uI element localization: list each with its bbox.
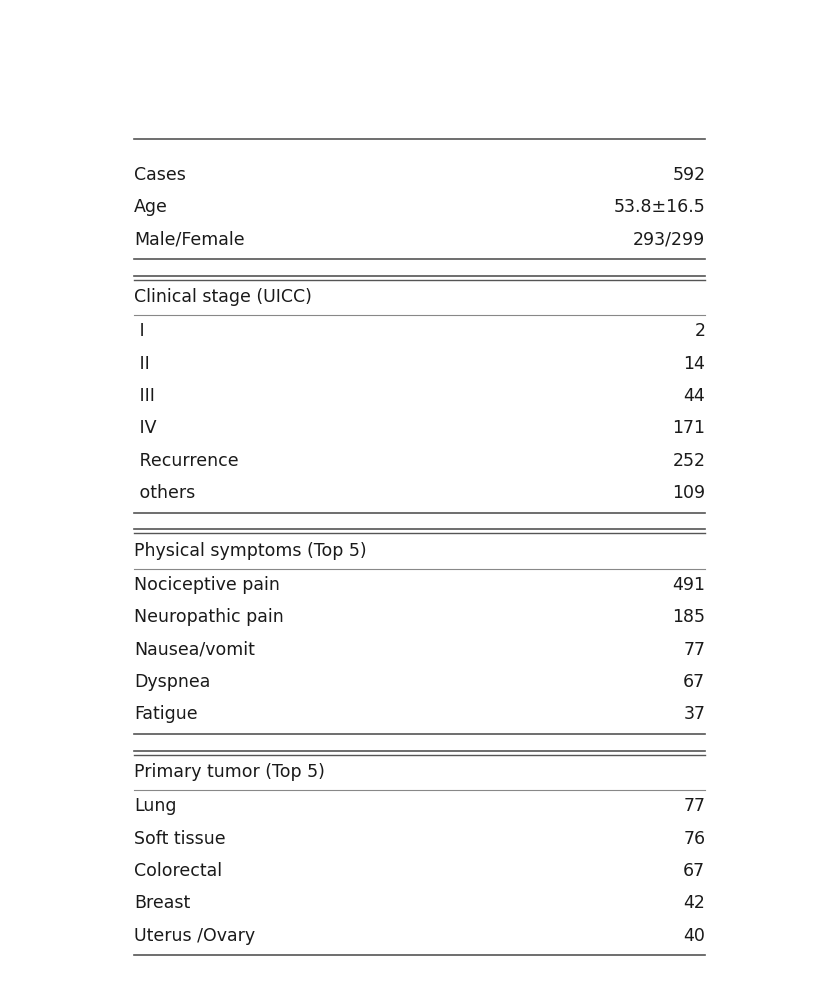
Text: 2: 2 xyxy=(695,322,705,340)
Text: 592: 592 xyxy=(672,166,705,184)
Text: I: I xyxy=(134,322,145,340)
Text: Nociceptive pain: Nociceptive pain xyxy=(134,576,280,594)
Text: 67: 67 xyxy=(683,862,705,880)
Text: Neuropathic pain: Neuropathic pain xyxy=(134,608,284,626)
Text: II: II xyxy=(134,355,150,373)
Text: 77: 77 xyxy=(683,797,705,815)
Text: Lung: Lung xyxy=(134,797,177,815)
Text: 491: 491 xyxy=(672,576,705,594)
Text: Male/Female: Male/Female xyxy=(134,231,245,249)
Text: 67: 67 xyxy=(683,673,705,691)
Text: Recurrence: Recurrence xyxy=(134,452,238,470)
Text: others: others xyxy=(134,484,196,502)
Text: Physical symptoms (Top 5): Physical symptoms (Top 5) xyxy=(134,542,367,560)
Text: IV: IV xyxy=(134,419,156,437)
Text: Age: Age xyxy=(134,198,168,216)
Text: 76: 76 xyxy=(683,830,705,848)
Text: 171: 171 xyxy=(672,419,705,437)
Text: III: III xyxy=(134,387,155,405)
Text: Primary tumor (Top 5): Primary tumor (Top 5) xyxy=(134,763,325,781)
Text: 109: 109 xyxy=(672,484,705,502)
Text: 252: 252 xyxy=(672,452,705,470)
Text: Colorectal: Colorectal xyxy=(134,862,222,880)
Text: 293/299: 293/299 xyxy=(633,231,705,249)
Text: 14: 14 xyxy=(684,355,705,373)
Text: Clinical stage (UICC): Clinical stage (UICC) xyxy=(134,288,312,306)
Text: 185: 185 xyxy=(672,608,705,626)
Text: Nausea/vomit: Nausea/vomit xyxy=(134,641,255,659)
Text: Breast: Breast xyxy=(134,894,190,912)
Text: 40: 40 xyxy=(684,927,705,945)
Text: 44: 44 xyxy=(684,387,705,405)
Text: Soft tissue: Soft tissue xyxy=(134,830,226,848)
Text: 53.8±16.5: 53.8±16.5 xyxy=(613,198,705,216)
Text: Cases: Cases xyxy=(134,166,186,184)
Text: Fatigue: Fatigue xyxy=(134,705,197,723)
Text: 42: 42 xyxy=(684,894,705,912)
Text: 77: 77 xyxy=(683,641,705,659)
Text: 37: 37 xyxy=(683,705,705,723)
Text: Dyspnea: Dyspnea xyxy=(134,673,210,691)
Text: Uterus /Ovary: Uterus /Ovary xyxy=(134,927,256,945)
